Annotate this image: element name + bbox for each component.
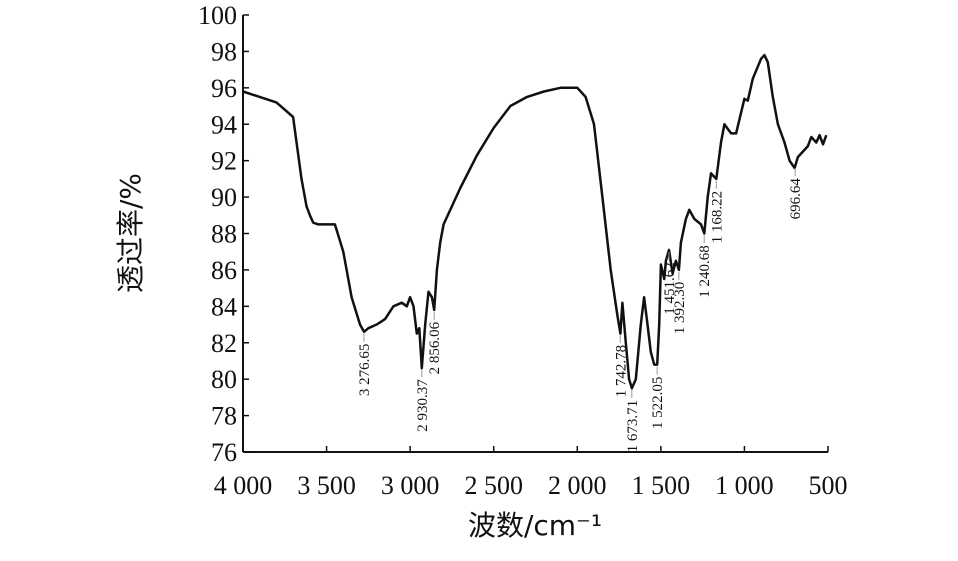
annotation: 1 392.30 — [672, 282, 688, 335]
y-tick-label: 76 — [211, 438, 237, 467]
annotation: 3 276.65 — [357, 344, 373, 397]
x-tick-label: 4 000 — [214, 471, 273, 500]
x-axis-title: 波数/cm⁻¹ — [468, 509, 602, 542]
y-tick-label: 98 — [211, 37, 237, 66]
y-tick-label: 94 — [211, 110, 237, 139]
y-tick-label: 80 — [211, 365, 237, 394]
annotation: 1 673.71 — [625, 400, 641, 453]
y-tick-label: 92 — [211, 147, 237, 176]
x-tick-label: 2 000 — [548, 471, 607, 500]
annotation: 696.64 — [788, 178, 804, 220]
annotation: 1 742.78 — [613, 345, 629, 398]
y-tick-label: 90 — [211, 183, 237, 212]
spectrum-line — [242, 53, 828, 390]
y-axis-title: 透过率/% — [114, 173, 147, 293]
x-tick-label: 1 500 — [632, 471, 691, 500]
y-tick-label: 88 — [211, 220, 237, 249]
x-tick-label: 3 500 — [297, 471, 356, 500]
y-tick-label: 86 — [211, 256, 237, 285]
x-tick-label: 3 000 — [381, 471, 440, 500]
x-tick-label: 1 000 — [715, 471, 774, 500]
y-tick-label: 82 — [211, 329, 237, 358]
x-tick-label: 2 500 — [464, 471, 523, 500]
annotation: 1 240.68 — [697, 245, 713, 298]
y-tick-label: 84 — [211, 292, 237, 321]
x-tick-label: 500 — [809, 471, 848, 500]
annotation: 1 451.62 — [662, 262, 678, 315]
y-tick-label: 78 — [211, 402, 237, 431]
annotation: 2 930.37 — [415, 379, 431, 432]
annotation: 1 522.05 — [650, 377, 666, 430]
y-tick-label: 96 — [211, 74, 237, 103]
annotation: 2 856.06 — [427, 321, 443, 374]
annotation: 1 168.22 — [709, 191, 725, 244]
y-tick-label: 100 — [198, 1, 237, 30]
